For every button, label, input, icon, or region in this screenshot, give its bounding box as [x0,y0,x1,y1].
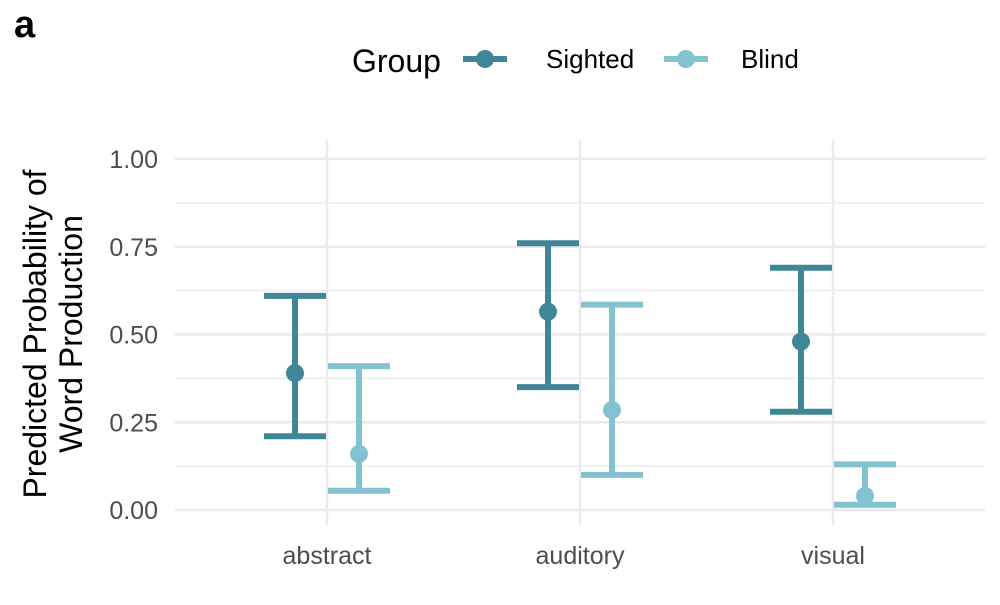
estimate-point [856,486,874,505]
error-bar-group [328,363,390,494]
estimate-point [286,364,304,383]
panel-label: a [14,4,36,46]
error-bar-group [264,292,326,440]
x-tick-label: abstract [283,542,372,570]
error-bars [264,240,896,508]
estimate-point [350,444,368,463]
legend: Group Sighted Blind [352,43,799,79]
y-axis-title-line-1: Predicted Probability of [17,169,53,498]
y-tick-label: 0.50 [109,322,158,350]
x-tick-label: visual [801,542,865,570]
estimate-point [603,400,621,419]
error-bar-group [770,264,832,415]
legend-label: Blind [741,44,799,74]
estimate-point [792,332,810,351]
grid [175,140,985,525]
y-tick-label: 1.00 [109,146,158,174]
legend-item: Sighted [463,44,634,74]
estimate-point [539,302,557,321]
y-tick-label: 0.00 [109,497,158,525]
error-bar-group [581,301,643,478]
y-tick-labels: 0.00 0.25 0.50 0.75 1.00 [109,146,158,525]
legend-label: Sighted [546,44,634,74]
legend-item: Blind [664,44,799,74]
y-tick-label: 0.25 [109,409,158,437]
error-bar-group [834,461,896,508]
y-tick-label: 0.75 [109,234,158,262]
x-tick-labels: abstract auditory visual [283,542,865,570]
x-tick-label: auditory [536,542,625,570]
legend-key-point [476,50,494,68]
legend-key-point [677,50,695,68]
y-axis-title-line-2: Word Production [53,215,89,453]
legend-title: Group [352,43,441,79]
error-bar-group [517,240,579,391]
